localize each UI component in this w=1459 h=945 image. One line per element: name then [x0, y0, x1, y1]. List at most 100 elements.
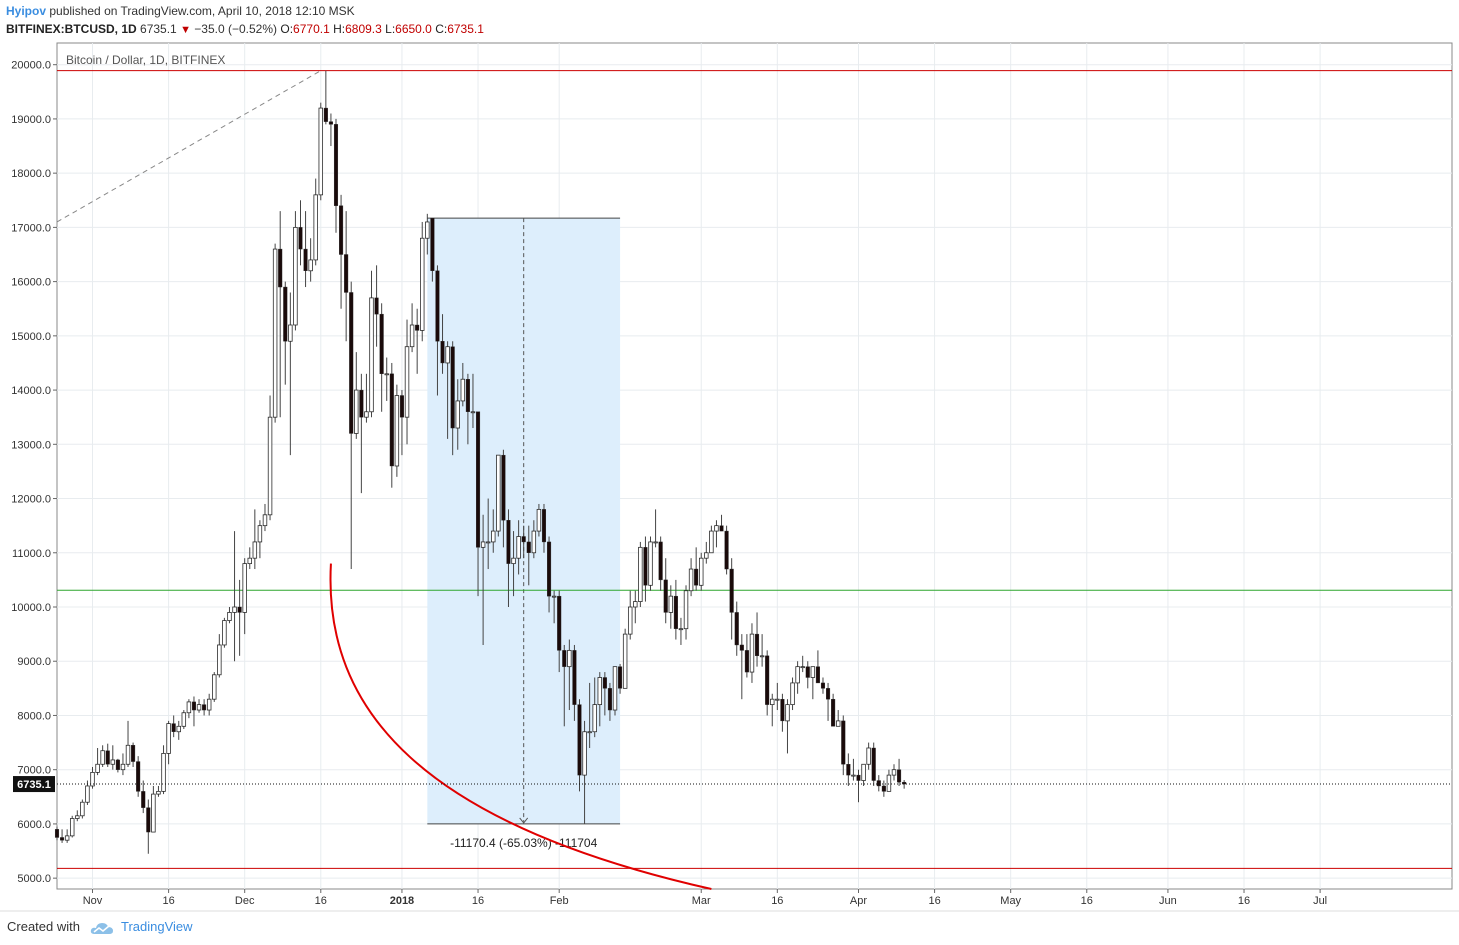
published-text: published on TradingView.com, April 10, … [49, 4, 355, 18]
candle-down [328, 121, 333, 125]
candle-down [171, 723, 176, 732]
candle-up [354, 389, 359, 434]
candle-down [658, 541, 663, 581]
candle-down [136, 761, 141, 792]
candle-up [551, 595, 557, 598]
candle-down [131, 745, 136, 762]
candle-up [714, 525, 719, 532]
candle-up [455, 400, 460, 429]
curve-arc [329, 563, 712, 890]
candle-down [602, 677, 607, 689]
candle-down [54, 829, 60, 838]
candle-down [399, 395, 404, 418]
candle-up [582, 731, 587, 776]
x-tick-label: 16 [472, 895, 484, 907]
y-tick-label: 19000.0 [11, 114, 51, 126]
candle-down [389, 373, 394, 467]
candle-down [476, 411, 481, 548]
candle-down [465, 379, 470, 412]
candle-up [648, 541, 653, 586]
candle-up [318, 107, 324, 196]
candle-up [491, 530, 496, 543]
candle-up [851, 774, 856, 777]
candle-up [90, 772, 95, 787]
tradingview-link[interactable]: TradingView [121, 919, 193, 934]
symbol-label: BITFINEX:BTCUSD, 1D [6, 22, 137, 36]
y-tick-label: 16000.0 [11, 277, 51, 289]
candle-down [333, 124, 339, 206]
candle-up [485, 541, 491, 544]
y-tick-label: 12000.0 [11, 494, 51, 506]
candle-down [826, 688, 831, 700]
candle-down [577, 704, 582, 776]
y-tick-label: 14000.0 [11, 385, 51, 397]
candle-down [805, 666, 810, 678]
candle-down [323, 107, 328, 122]
x-tick-label: Jul [1313, 895, 1327, 907]
candle-down [729, 568, 734, 613]
candle-up [369, 297, 374, 413]
x-tick-label: Dec [235, 895, 255, 907]
candle-down [557, 595, 562, 651]
last-price-tag-label: 6735.1 [17, 779, 51, 791]
candle-up [597, 677, 603, 706]
last-price-text: 6735.1 [140, 22, 177, 36]
candle-down [643, 547, 648, 586]
candle-down [739, 644, 744, 651]
candle-down [303, 248, 308, 271]
candle-up [384, 373, 389, 376]
candle-up [886, 774, 892, 792]
candle-up [217, 644, 222, 676]
candle-up [69, 818, 75, 837]
candle-up [206, 698, 212, 711]
candle-up [186, 701, 192, 714]
candle-down [237, 606, 242, 613]
close-label: C: [435, 22, 448, 36]
candle-down [734, 612, 739, 646]
symbol-info: BITFINEX:BTCUSD, 1D 6735.1 ▼ −35.0 (−0.5… [6, 22, 484, 36]
candle-up [622, 633, 628, 689]
candle-up [668, 595, 674, 613]
candle-down [541, 509, 547, 543]
candle-down [897, 769, 902, 783]
chart-title: Bitcoin / Dollar, 1D, BITFINEX [66, 53, 225, 67]
candle-up [653, 541, 658, 544]
candle-down [876, 780, 881, 787]
candle-down [572, 650, 577, 705]
y-tick-label: 18000.0 [11, 168, 51, 180]
x-tick-label: 16 [1238, 895, 1250, 907]
last-price-tag [13, 776, 55, 793]
x-tick-label: 2018 [390, 895, 414, 907]
candle-up [313, 194, 318, 261]
candle-up [100, 750, 105, 765]
candle-up [678, 628, 684, 631]
candle-up [242, 563, 247, 613]
author-link[interactable]: Hyipov [6, 4, 47, 18]
candle-down [765, 655, 770, 705]
candle-up [404, 346, 410, 418]
candle-up [364, 411, 369, 418]
publish-info: Hyipov published on TradingView.com, Apr… [6, 4, 355, 18]
candle-up [511, 557, 516, 565]
candle-up [759, 655, 765, 658]
plot-frame [56, 42, 1453, 890]
y-tick-label: 17000.0 [11, 222, 51, 234]
candle-up [516, 536, 521, 559]
candle-down [856, 774, 861, 781]
candle-down [339, 205, 344, 255]
candle-up [161, 753, 166, 792]
candle-down [521, 536, 526, 543]
y-tick-label: 13000.0 [11, 439, 51, 451]
candle-up [80, 801, 85, 817]
candle-up [156, 790, 161, 795]
high-label: H: [333, 22, 346, 36]
candle-down [440, 341, 445, 364]
low-label: L: [385, 22, 396, 36]
candle-up [709, 530, 714, 554]
candle-down [562, 650, 567, 667]
candle-down [435, 270, 440, 342]
candle-up [795, 666, 800, 684]
x-tick-label: 16 [771, 895, 783, 907]
candle-up [288, 324, 293, 342]
